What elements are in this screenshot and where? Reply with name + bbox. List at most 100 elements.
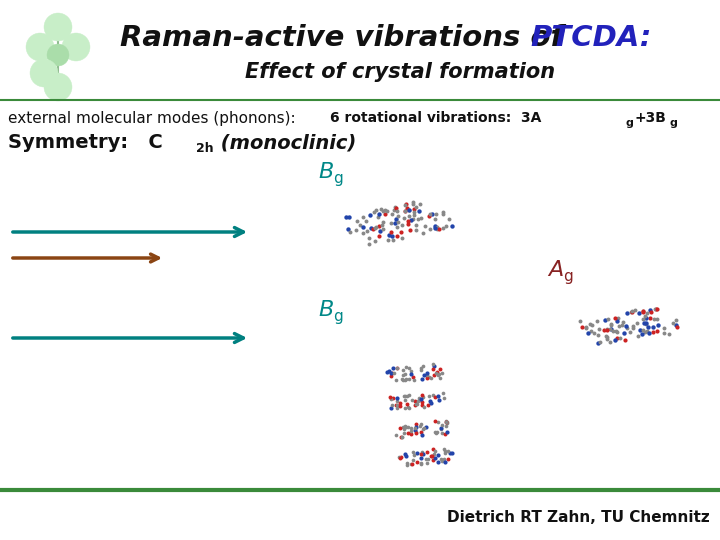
Point: [409, 397, 420, 406]
Point: [410, 225, 422, 234]
Point: [408, 208, 420, 217]
Point: [408, 200, 419, 209]
Point: [648, 315, 660, 324]
Point: [429, 447, 441, 455]
Point: [432, 225, 444, 233]
Point: [400, 423, 411, 431]
Point: [399, 207, 410, 215]
Point: [421, 458, 433, 467]
Point: [652, 305, 663, 313]
Point: [425, 396, 436, 405]
Point: [442, 454, 454, 463]
Point: [400, 404, 411, 413]
Point: [405, 216, 416, 225]
Point: [390, 431, 402, 440]
Point: [375, 204, 387, 213]
Point: [391, 400, 402, 409]
Point: [625, 308, 636, 316]
Point: [438, 455, 449, 463]
Point: [408, 373, 419, 381]
Point: [636, 330, 647, 339]
Point: [422, 369, 433, 377]
Point: [640, 314, 652, 322]
Point: [428, 391, 439, 400]
Circle shape: [30, 59, 58, 87]
Point: [601, 325, 613, 333]
Point: [416, 401, 428, 409]
Point: [605, 325, 616, 334]
Point: [410, 420, 422, 428]
Point: [437, 224, 449, 232]
Text: 2h: 2h: [196, 143, 214, 156]
Point: [379, 205, 391, 214]
Point: [658, 329, 670, 338]
Point: [416, 375, 428, 383]
Point: [436, 429, 448, 437]
Point: [385, 227, 397, 236]
Point: [611, 327, 622, 335]
Point: [592, 339, 603, 347]
Point: [414, 422, 426, 430]
Point: [650, 305, 662, 313]
Point: [364, 211, 376, 220]
Text: A: A: [548, 260, 563, 280]
Point: [391, 363, 402, 372]
Point: [634, 326, 645, 334]
Point: [400, 374, 411, 383]
Point: [638, 315, 649, 324]
Point: [413, 396, 424, 404]
Text: g: g: [563, 268, 572, 284]
Circle shape: [47, 44, 69, 66]
Point: [642, 322, 654, 331]
Point: [419, 222, 431, 231]
Point: [612, 313, 624, 322]
Point: [441, 418, 453, 427]
Point: [361, 217, 372, 225]
Point: [416, 391, 428, 400]
Point: [588, 328, 600, 337]
Point: [403, 375, 415, 383]
Point: [577, 323, 588, 332]
Point: [369, 224, 381, 232]
Point: [587, 321, 598, 329]
Point: [423, 392, 434, 400]
Circle shape: [44, 13, 72, 41]
Point: [374, 232, 385, 240]
Point: [652, 315, 663, 323]
Point: [415, 428, 426, 437]
Point: [415, 431, 427, 440]
Point: [402, 364, 414, 373]
Point: [437, 210, 449, 219]
Point: [394, 402, 405, 411]
Text: Dietrich RT Zahn, TU Chemnitz: Dietrich RT Zahn, TU Chemnitz: [447, 510, 710, 525]
Point: [407, 456, 418, 464]
Point: [401, 204, 413, 212]
Point: [373, 222, 384, 231]
Point: [423, 372, 435, 381]
Point: [390, 375, 401, 384]
Text: Effect of crystal formation: Effect of crystal formation: [245, 62, 555, 82]
Point: [379, 210, 391, 218]
Point: [434, 365, 446, 374]
Point: [426, 451, 438, 460]
Point: [400, 369, 411, 378]
Point: [429, 222, 441, 231]
Point: [401, 400, 413, 409]
Point: [632, 332, 644, 340]
Point: [390, 214, 402, 223]
Point: [421, 374, 433, 383]
Point: [354, 221, 366, 230]
Point: [397, 392, 409, 401]
Point: [397, 423, 409, 431]
Point: [396, 433, 408, 441]
Point: [667, 319, 678, 327]
Point: [652, 321, 664, 330]
Point: [429, 393, 441, 401]
Point: [609, 313, 621, 322]
Point: [415, 459, 426, 468]
Point: [374, 226, 385, 235]
Point: [425, 210, 436, 219]
Point: [418, 371, 430, 380]
Point: [387, 235, 399, 244]
Point: [381, 207, 392, 215]
